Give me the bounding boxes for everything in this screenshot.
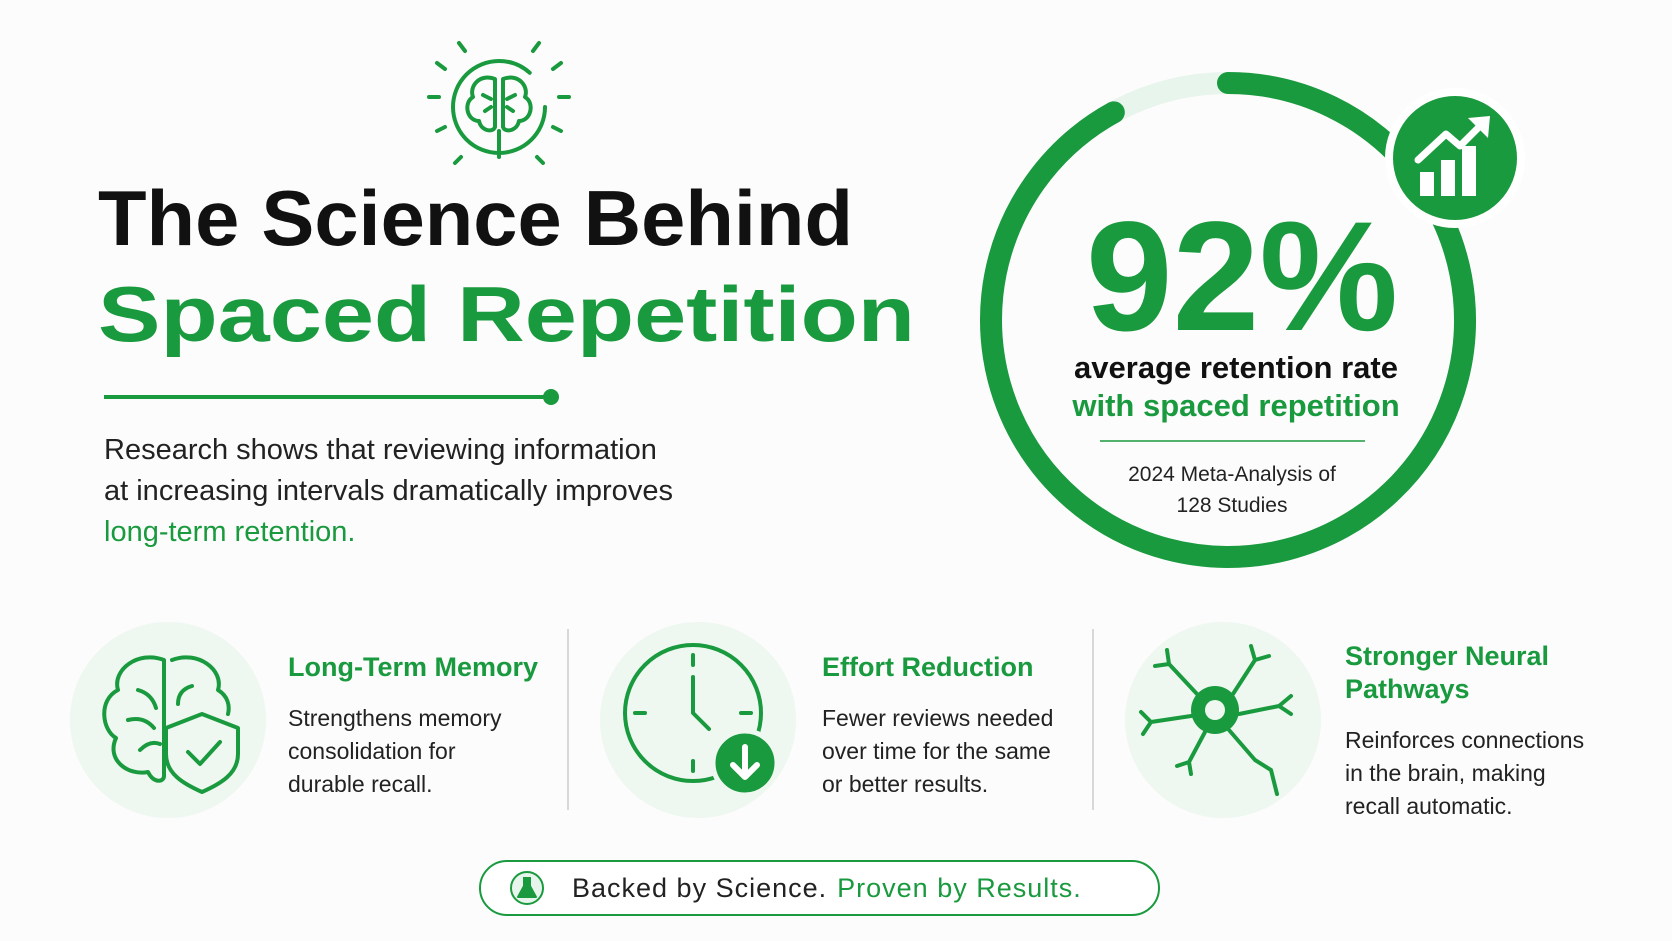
flask-icon — [517, 877, 537, 898]
stat-caption: average retention rate — [1074, 350, 1398, 385]
intro-line: Research shows that reviewing informatio… — [104, 434, 657, 466]
badge — [1385, 88, 1525, 228]
feature-title: Effort Reduction — [822, 652, 1033, 682]
clock-icon — [623, 643, 780, 798]
title-line: The Science Behind — [98, 174, 853, 262]
brain-shield-icon — [102, 655, 240, 794]
feature-desc: durable recall. — [288, 771, 432, 797]
footer-part: Backed by Science. — [572, 873, 827, 903]
feature-title: Long-Term Memory — [288, 652, 538, 682]
footer-pill — [479, 860, 1160, 916]
stat-source: 128 Studies — [1177, 494, 1288, 517]
features: Long-Term Memory Strengthens memory consol… — [288, 641, 1584, 819]
feature-desc: in the brain, making — [1345, 760, 1546, 786]
feature-title: Stronger Neural — [1345, 641, 1549, 671]
title-line: Spaced Repetition — [98, 270, 915, 358]
feature-desc: Reinforces connections — [1345, 727, 1584, 753]
feature-desc: consolidation for — [288, 738, 456, 764]
icon-bg — [70, 622, 266, 818]
feature-desc: over time for the same — [822, 738, 1051, 764]
brain-bulb-icon — [427, 41, 571, 165]
intro-text: Research shows that reviewing informatio… — [104, 434, 673, 548]
feature-desc: recall automatic. — [1345, 793, 1512, 819]
stat-caption: with spaced repetition — [1071, 388, 1399, 423]
footer-text: Backed by Science. Proven by Results. — [572, 873, 1082, 903]
stat-source: 2024 Meta-Analysis of — [1128, 463, 1336, 486]
divider-dot — [543, 389, 559, 405]
stat-value: 92% — [1086, 190, 1398, 364]
intro-line: long-term retention. — [104, 516, 355, 548]
neuron-icon — [1139, 644, 1293, 796]
footer-part: Proven by Results. — [837, 873, 1082, 903]
feature-desc: Strengthens memory — [288, 705, 502, 731]
feature-desc: or better results. — [822, 771, 988, 797]
intro-line: at increasing intervals dramatically imp… — [104, 475, 673, 507]
feature-desc: Fewer reviews needed — [822, 705, 1053, 731]
feature-title: Pathways — [1345, 674, 1470, 704]
growth-icon — [1414, 116, 1490, 196]
